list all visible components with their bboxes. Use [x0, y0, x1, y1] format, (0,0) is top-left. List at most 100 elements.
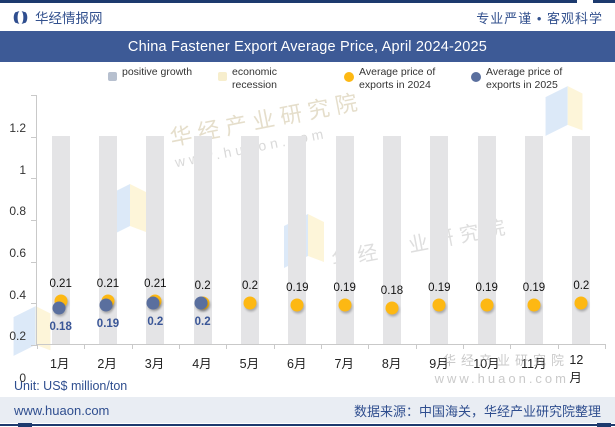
brand-logo-icon — [12, 10, 29, 25]
unit-note: Unit: US$ million/ton 华经产业研究院 www.huaon.… — [14, 353, 569, 393]
y-axis-tick-label: 1 — [19, 162, 26, 177]
data-point-label: 0.18 — [380, 284, 404, 297]
y-axis-tick — [31, 178, 37, 180]
data-point-label: 0.21 — [49, 278, 72, 291]
background-bar — [335, 135, 354, 344]
data-point-2024 — [243, 296, 257, 310]
brand-name: 华经情报网 — [35, 11, 103, 26]
legend-swatch-icon — [471, 72, 482, 82]
background-bar — [477, 135, 496, 344]
x-axis-category-label: 12月 — [569, 353, 584, 385]
footer-source-note: 数据来源：中国海关，华经产业研究院整理 — [353, 403, 601, 419]
data-point-label: 0.19 — [96, 318, 120, 331]
top-rule — [0, 0, 615, 3]
data-point-label: 0.19 — [522, 282, 546, 295]
chart-legend: positive growth economic recession Average… — [108, 66, 605, 92]
data-point-label: 0.2 — [194, 280, 211, 293]
y-axis-tick — [31, 95, 37, 96]
background-bar — [193, 135, 212, 344]
bottom-rule — [0, 423, 615, 427]
x-axis-tick — [131, 344, 133, 349]
title-bar: China Fastener Export Average Price, Apr… — [0, 31, 615, 62]
legend-label: Average price of exports in 2025 — [486, 66, 563, 92]
legend-swatch-icon — [108, 72, 117, 81]
y-axis-tick-label: 0.6 — [9, 246, 26, 260]
y-axis-tick — [31, 261, 37, 263]
background-bar — [525, 135, 543, 344]
data-point-2025 — [99, 298, 113, 312]
background-bar — [430, 135, 449, 344]
x-axis-category-label: 11月 — [521, 357, 547, 371]
y-axis-tick-label: 0 — [19, 371, 26, 385]
legend-swatch-icon — [218, 72, 228, 81]
plot-wrap: 0.21 0.21 0.21 0.2 0.2 0.19 0.19 0.18 0.19 0.19 0.… — [31, 95, 606, 349]
y-axis-labels: 0 0.2 0.4 0.6 0.8 1 1.2 — [0, 95, 34, 385]
data-point-label: 0.18 — [49, 320, 72, 333]
x-axis-category-label: 8月 — [381, 357, 402, 371]
x-axis-tick — [179, 344, 180, 349]
data-point-label: 0.19 — [428, 282, 451, 295]
data-point-label: 0.19 — [475, 282, 498, 295]
x-axis-tick — [226, 344, 228, 349]
x-axis-tick — [37, 344, 38, 349]
x-axis-category-label: 6月 — [287, 357, 307, 371]
data-point-label: 0.21 — [96, 278, 120, 291]
x-axis-category-label: 3月 — [144, 357, 165, 371]
y-axis-tick — [31, 136, 37, 138]
x-axis-category-label: 9月 — [429, 357, 449, 371]
background-bar — [51, 135, 70, 344]
x-axis-tick — [368, 344, 370, 349]
legend-label: Average price of exports in 2024 — [359, 66, 436, 92]
data-point-2024 — [290, 298, 304, 312]
data-point-label: 0.2 — [147, 316, 164, 329]
x-axis-tick — [605, 344, 606, 349]
data-point-2025 — [52, 301, 66, 314]
legend-item-2[interactable]: Average price of exports in 2024 — [344, 66, 445, 92]
background-bar — [288, 135, 307, 344]
x-axis-tick — [321, 344, 322, 349]
x-axis-labels: 1月 2月 3月 4月 5月 6月 7月 8月 9月 10月 11月 12月 — [36, 353, 605, 385]
data-point-label: 0.19 — [286, 282, 309, 295]
footer-site-link[interactable]: www.huaon.com — [14, 402, 110, 418]
y-axis-tick-label: 0.2 — [9, 329, 26, 344]
x-axis-category-label: 4月 — [192, 357, 212, 371]
y-axis-tick-label: 1.2 — [9, 121, 26, 135]
legend-label: economic recession — [232, 66, 277, 92]
background-bar — [383, 135, 401, 344]
x-axis-category-label: 10月 — [473, 357, 500, 371]
x-axis-category-label: 2月 — [97, 357, 117, 371]
y-axis-tick — [31, 345, 37, 346]
x-axis-tick — [84, 344, 86, 349]
legend-item-0[interactable]: positive growth — [108, 66, 192, 92]
plot-area: 0.21 0.21 0.21 0.2 0.2 0.19 0.19 0.18 0.19 0.19 0.… — [31, 95, 606, 349]
data-point-2024 — [480, 298, 494, 312]
x-axis-category-label: 5月 — [239, 357, 260, 371]
legend-item-3[interactable]: Average price of exports in 2025 — [471, 66, 572, 92]
data-point-2024 — [432, 298, 446, 312]
legend-label: positive growth — [122, 66, 193, 78]
x-axis-tick — [273, 344, 275, 349]
background-bar — [572, 135, 591, 344]
data-point-label: 0.2 — [194, 316, 211, 329]
y-axis-tick-label: 0.8 — [9, 204, 26, 219]
y-axis-tick — [31, 220, 37, 221]
data-point-label: 0.19 — [333, 282, 356, 295]
legend-swatch-icon — [344, 72, 355, 82]
data-point-2024 — [338, 298, 352, 312]
x-axis-tick — [510, 344, 512, 349]
data-point-label: 0.2 — [573, 280, 590, 293]
data-point-label: 0.2 — [242, 280, 258, 293]
data-point-2024 — [385, 301, 399, 314]
x-axis-tick — [415, 344, 417, 349]
header-tagline: 专业严谨 • 客观科学 — [476, 10, 603, 26]
background-bar — [146, 135, 165, 344]
legend-item-1[interactable]: economic recession — [218, 66, 318, 92]
header: 华经情报网 专业严谨 • 客观科学 — [0, 3, 615, 31]
y-axis-tick-label: 0.4 — [9, 287, 26, 302]
brand[interactable]: 华经情报网 — [12, 7, 103, 27]
footer-bar: www.huaon.com 数据来源：中国海关，华经产业研究院整理 — [0, 397, 615, 423]
y-axis-tick — [31, 303, 37, 305]
page-title: China Fastener Export Average Price, Apr… — [127, 38, 488, 55]
x-axis-tick — [463, 344, 464, 349]
background-bar — [99, 135, 117, 344]
